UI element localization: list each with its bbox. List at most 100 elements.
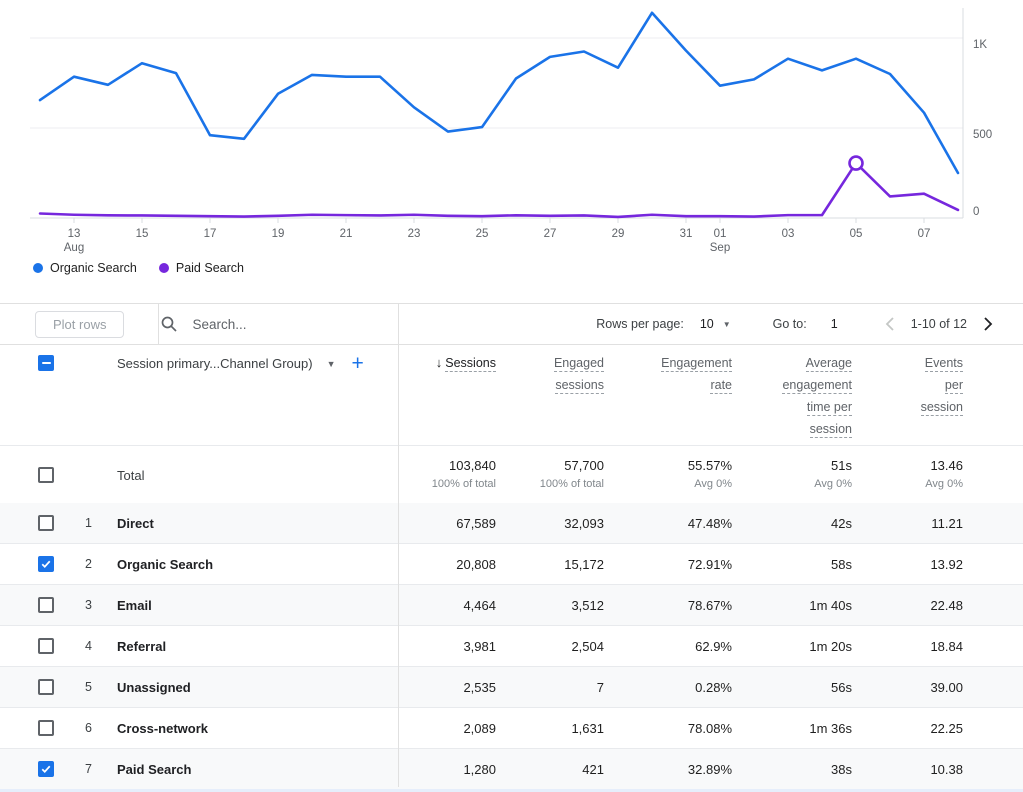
pagination-range: 1-10 of 12 xyxy=(910,317,967,331)
next-row-edge xyxy=(0,789,1023,792)
svg-text:0: 0 xyxy=(973,206,979,218)
svg-text:31: 31 xyxy=(680,228,693,240)
legend-label: Paid Search xyxy=(175,261,244,275)
svg-text:15: 15 xyxy=(136,228,149,240)
table-rows: 1 Direct 67,589 32,093 47.48% 42s 11.21 2 Organi… xyxy=(0,503,1023,790)
chevron-right-icon[interactable] xyxy=(977,314,997,334)
row-checkbox[interactable] xyxy=(38,761,54,777)
metric-value: 58s xyxy=(831,556,852,572)
svg-text:21: 21 xyxy=(340,228,353,240)
metric-headers: ↓ Sessions Engaged sessions Engagement rate Av… xyxy=(398,353,963,441)
row-checkbox[interactable] xyxy=(38,679,54,695)
chevron-left-icon[interactable] xyxy=(881,314,901,334)
total-metrics: 103,840 100% of total 57,700 100% of total 5… xyxy=(398,457,963,493)
channel-name: Referral xyxy=(117,638,167,654)
channel-name: Cross-network xyxy=(117,720,209,736)
metric-value: 32,093 xyxy=(564,515,604,531)
toolbar-divider xyxy=(158,304,159,344)
legend-item: Organic Search xyxy=(33,261,137,275)
search-input[interactable] xyxy=(190,315,385,333)
row-checkbox[interactable] xyxy=(38,720,54,736)
column-header[interactable]: Average engagement time per session xyxy=(782,356,852,438)
table-row: 1 Direct 67,589 32,093 47.48% 42s 11.21 xyxy=(0,503,1023,543)
table-row: 4 Referral 3,981 2,504 62.9% 1m 20s 18.84 xyxy=(0,625,1023,666)
svg-text:05: 05 xyxy=(850,228,863,240)
svg-text:17: 17 xyxy=(204,228,217,240)
channel-name: Organic Search xyxy=(117,556,214,572)
column-header[interactable]: ↓ Sessions xyxy=(435,355,496,372)
rows-per-page-select[interactable]: 10 ▼ xyxy=(700,317,731,331)
metric-value: 42s xyxy=(831,515,852,531)
metric-value: 78.08% xyxy=(687,720,732,736)
svg-text:23: 23 xyxy=(408,228,421,240)
svg-text:27: 27 xyxy=(544,228,557,240)
total-checkbox[interactable] xyxy=(38,467,54,483)
rows-per-page-label: Rows per page: xyxy=(596,317,684,331)
dimension-header[interactable]: Session primary...Channel Group) ▼ + xyxy=(117,351,364,375)
column-header[interactable]: Engagement rate xyxy=(661,356,732,394)
column-header[interactable]: Events per session xyxy=(920,356,963,416)
go-to-label: Go to: xyxy=(772,317,807,331)
metric-value: 2,535 xyxy=(463,679,496,695)
metric-value: 1m 20s xyxy=(809,638,852,654)
select-all-checkbox[interactable] xyxy=(38,355,54,371)
row-checkbox[interactable] xyxy=(38,638,54,654)
metric-value: 47.48% xyxy=(687,515,732,531)
metric-value: 421 xyxy=(582,761,604,777)
row-index: 4 xyxy=(85,639,92,653)
svg-text:01: 01 xyxy=(714,228,727,240)
total-metric: 13.46 Avg 0% xyxy=(925,458,963,490)
metric-value: 22.25 xyxy=(930,720,963,736)
metric-value: 38s xyxy=(831,761,852,777)
row-index: 1 xyxy=(85,516,92,530)
row-checkbox[interactable] xyxy=(38,597,54,613)
metric-value: 67,589 xyxy=(456,515,496,531)
metric-value: 1m 40s xyxy=(809,597,852,613)
metric-value: 4,464 xyxy=(463,597,496,613)
row-checkbox[interactable] xyxy=(38,515,54,531)
table-row: 6 Cross-network 2,089 1,631 78.08% 1m 36s 22.2… xyxy=(0,707,1023,748)
metric-value: 20,808 xyxy=(456,556,496,572)
row-index: 6 xyxy=(85,721,92,735)
table-row: 3 Email 4,464 3,512 78.67% 1m 40s 22.48 xyxy=(0,584,1023,625)
chevron-down-icon[interactable]: ▼ xyxy=(326,358,336,369)
metric-value: 7 xyxy=(596,679,604,695)
pagination-controls: Rows per page: 10 ▼ Go to: 1-10 of 12 xyxy=(596,314,1023,334)
svg-text:03: 03 xyxy=(782,228,795,240)
svg-text:29: 29 xyxy=(612,228,625,240)
row-index: 7 xyxy=(85,762,92,776)
go-to-input[interactable] xyxy=(828,316,859,332)
svg-text:07: 07 xyxy=(918,228,931,240)
chart-legend: Organic Search Paid Search xyxy=(33,261,244,275)
legend-dot xyxy=(33,263,43,273)
table-row: 7 Paid Search 1,280 421 32.89% 38s 10.38 xyxy=(0,748,1023,789)
svg-text:Sep: Sep xyxy=(710,242,730,254)
metric-value: 3,981 xyxy=(463,638,496,654)
metric-value: 3,512 xyxy=(571,597,604,613)
plot-rows-button[interactable]: Plot rows xyxy=(35,310,125,338)
metric-value: 2,089 xyxy=(463,720,496,736)
metric-value: 2,504 xyxy=(571,638,604,654)
row-index: 3 xyxy=(85,598,92,612)
total-metric: 57,700 100% of total xyxy=(539,458,604,490)
metric-value: 11.21 xyxy=(931,515,963,531)
metric-value: 56s xyxy=(831,679,852,695)
total-label: Total xyxy=(117,468,145,483)
metric-value: 72.91% xyxy=(687,556,732,572)
sessions-over-time-chart: 0 500 1K 13 Aug 15 17 19 21 23 25 27 29 31 01 Sep 03 05 07 xyxy=(30,8,992,254)
channel-name: Paid Search xyxy=(117,761,192,777)
legend-item: Paid Search xyxy=(158,261,244,275)
row-index: 2 xyxy=(85,557,92,571)
svg-text:1K: 1K xyxy=(973,39,987,51)
row-checkbox[interactable] xyxy=(38,556,54,572)
metric-value: 13.92 xyxy=(930,556,963,572)
table-header: Session primary...Channel Group) ▼ + ↓ Se… xyxy=(0,345,1023,445)
column-header[interactable]: Engaged sessions xyxy=(553,356,604,394)
total-metric: 103,840 100% of total xyxy=(431,458,496,490)
svg-text:500: 500 xyxy=(973,129,992,141)
add-dimension-icon[interactable]: + xyxy=(351,351,364,375)
svg-text:13: 13 xyxy=(68,228,81,240)
total-metric: 51s Avg 0% xyxy=(814,458,852,490)
channel-name: Email xyxy=(117,597,152,613)
metric-value: 62.9% xyxy=(695,638,732,654)
